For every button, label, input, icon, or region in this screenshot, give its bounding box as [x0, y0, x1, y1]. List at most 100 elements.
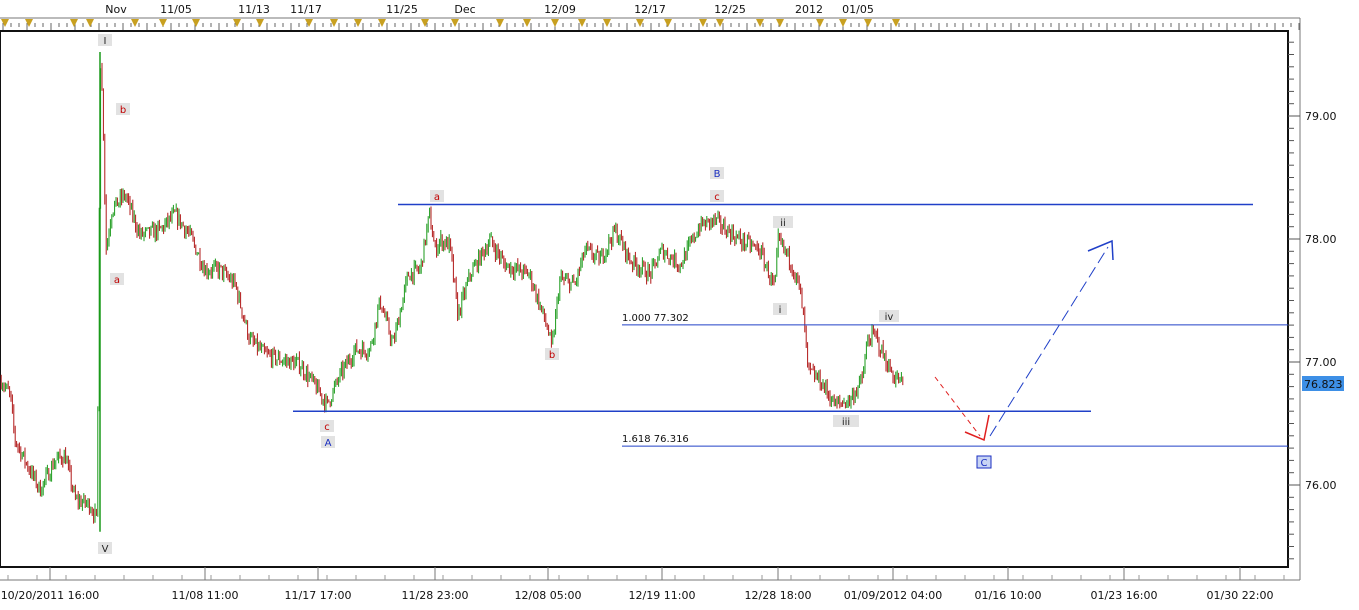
wave-label-box — [710, 167, 724, 179]
event-marker — [523, 19, 531, 27]
x-tick-label: 01/16 10:00 — [975, 589, 1042, 602]
event-marker — [354, 19, 362, 27]
event-marker — [864, 19, 872, 27]
top-axis-label: 2012 — [795, 3, 823, 16]
x-tick-label: 11/17 17:00 — [285, 589, 352, 602]
wave-label: V — [102, 544, 109, 555]
top-time-ruler — [0, 17, 1301, 31]
wave-label-box — [773, 216, 793, 228]
x-tick-label: 10/20/2011 16:00 — [1, 589, 100, 602]
time-axis: 10/20/2011 16:00 11/08 11:00 11/17 17:00 11… — [0, 567, 1300, 602]
x-tick-label: 12/28 18:00 — [745, 589, 812, 602]
event-marker — [330, 19, 338, 27]
wave-label-box — [98, 542, 112, 554]
y-tick-label: 76.00 — [1305, 479, 1337, 492]
last-price-marker: 76.823 — [1302, 376, 1344, 391]
x-tick-label: 11/08 11:00 — [172, 589, 239, 602]
wave-label-box — [110, 273, 124, 285]
top-axis-label: 11/25 — [386, 3, 418, 16]
event-marker — [776, 19, 784, 27]
top-axis-label: 11/05 — [160, 3, 192, 16]
x-tick-label: 01/09/2012 04:00 — [844, 589, 943, 602]
event-marker — [496, 19, 504, 27]
price-axis: 79.00 78.00 77.00 76.00 — [1288, 31, 1337, 580]
wave-label: a — [114, 275, 120, 286]
event-marker — [716, 19, 724, 27]
top-axis-label: 12/17 — [634, 3, 666, 16]
event-marker — [86, 19, 94, 27]
wave-label-box — [773, 303, 787, 315]
wave-label-box — [710, 190, 724, 202]
wave-label-box — [976, 455, 992, 469]
event-marker — [131, 19, 139, 27]
event-marker — [305, 19, 313, 27]
event-marker — [70, 19, 78, 27]
wave-label: b — [549, 350, 555, 361]
wave-label-box — [545, 348, 559, 360]
projection-up-arrow — [989, 239, 1114, 437]
wave-label: a — [434, 192, 440, 203]
wave-label-box — [116, 103, 130, 115]
event-marker — [233, 19, 241, 27]
wave-label-box — [833, 415, 859, 427]
wave-label: C — [981, 458, 988, 469]
y-tick-label: 78.00 — [1305, 233, 1337, 246]
wave-label: iv — [885, 312, 894, 323]
last-price-label: 76.823 — [1304, 378, 1343, 391]
wave-label-box — [321, 436, 335, 448]
fib-level-label: 1.000 77.302 — [622, 313, 689, 324]
event-marker — [756, 19, 764, 27]
wave-label: c — [714, 192, 720, 203]
event-marker — [603, 19, 611, 27]
x-tick-label: 01/23 16:00 — [1091, 589, 1158, 602]
x-tick-label: 12/08 05:00 — [515, 589, 582, 602]
wave-label: B — [714, 169, 721, 180]
plot-frame — [0, 30, 1289, 568]
event-marker — [892, 19, 900, 27]
wave-label-box — [879, 310, 899, 322]
wave-label: A — [325, 438, 332, 449]
event-marker — [256, 19, 264, 27]
event-marker — [421, 19, 429, 27]
fib-level-label: 1.618 76.316 — [622, 434, 689, 445]
y-tick-label: 77.00 — [1305, 356, 1337, 369]
event-marker — [578, 19, 586, 27]
top-axis-label: 11/13 — [238, 3, 270, 16]
wave-label: b — [120, 105, 126, 116]
wave-label: c — [324, 422, 330, 433]
event-marker — [25, 19, 33, 27]
event-marker — [378, 19, 386, 27]
level-lines: 1.000 77.302 1.618 76.316 — [293, 203, 1288, 447]
top-axis-label: 12/09 — [544, 3, 576, 16]
event-marker — [451, 19, 459, 27]
top-axis-label: Dec — [454, 3, 475, 16]
event-marker — [664, 19, 672, 27]
top-axis-label: 12/25 — [714, 3, 746, 16]
event-marker — [636, 19, 644, 27]
top-axis-labels: Nov 11/05 11/13 11/17 11/25 Dec 12/09 12/17 12/2… — [105, 3, 874, 16]
top-axis-label: Nov — [105, 3, 127, 16]
y-tick-label: 79.00 — [1305, 110, 1337, 123]
wave-label: I — [104, 36, 107, 47]
candles — [0, 52, 904, 532]
x-tick-label: 11/28 23:00 — [402, 589, 469, 602]
last-price-badge — [1302, 376, 1344, 391]
wave-label: ii — [780, 218, 786, 229]
event-marker — [1, 19, 9, 27]
top-axis-label: 11/17 — [290, 3, 322, 16]
wave-label-box — [320, 420, 334, 432]
x-tick-label: 01/30 22:00 — [1207, 589, 1274, 602]
top-axis-markers — [1, 19, 1300, 30]
event-marker — [839, 19, 847, 27]
wave-label: i — [779, 305, 782, 316]
x-tick-label: 12/19 11:00 — [629, 589, 696, 602]
wave-label-box — [430, 190, 444, 202]
event-marker — [159, 19, 167, 27]
event-marker — [699, 19, 707, 27]
wave-label: iii — [842, 417, 850, 428]
projection-down-arrow — [934, 376, 990, 442]
top-axis-label: 01/05 — [842, 3, 874, 16]
event-marker — [816, 19, 824, 27]
